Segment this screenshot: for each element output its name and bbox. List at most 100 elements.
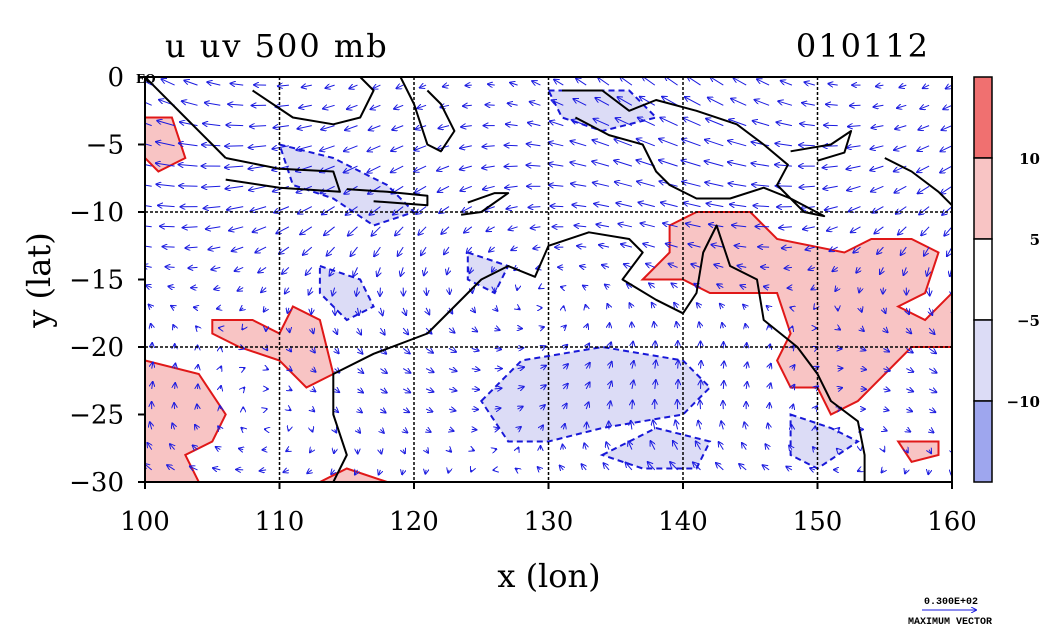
wind-vector: [253, 226, 267, 232]
wind-vector: [377, 267, 380, 276]
wind-vector: [489, 247, 496, 252]
wind-vector: [380, 287, 381, 296]
wind-vector: [951, 348, 952, 350]
wind-vector: [494, 388, 502, 389]
wind-vector: [731, 99, 747, 106]
wind-vector: [229, 226, 244, 231]
wind-vector: [805, 82, 815, 85]
wind-vector: [769, 344, 770, 348]
wind-vector: [618, 224, 633, 227]
wind-vector: [604, 463, 610, 471]
wind-vector: [698, 421, 700, 430]
wind-vector: [584, 443, 586, 450]
wind-vector: [349, 85, 358, 88]
wind-vector: [166, 267, 175, 268]
wind-vector: [179, 143, 198, 146]
wind-vector: [828, 84, 838, 85]
wind-vector: [655, 361, 656, 369]
wind-vector: [533, 247, 541, 249]
wind-vector: [929, 429, 933, 432]
wind-vector: [838, 328, 840, 330]
wind-vector: [810, 468, 815, 470]
colorbar-level-label: 5: [1030, 231, 1040, 249]
x-tick-label: 140: [658, 507, 708, 537]
wind-vector: [532, 81, 541, 85]
wind-vector: [860, 369, 867, 370]
wind-vector: [928, 389, 936, 392]
positive-region-se-small: [896, 440, 940, 463]
wind-vector: [751, 163, 770, 166]
wind-vector: [883, 348, 889, 351]
wind-vector: [764, 287, 769, 288]
wind-vector: [563, 384, 568, 389]
wind-vector: [683, 118, 701, 127]
wind-vector: [637, 139, 655, 147]
wind-vector: [312, 409, 315, 411]
wind-vector: [529, 207, 541, 208]
wind-vector: [345, 125, 358, 131]
wind-vector: [151, 324, 152, 328]
wind-vector: [507, 207, 518, 209]
wind-vector: [276, 226, 290, 234]
wind-vector: [928, 348, 936, 353]
wind-vector: [740, 285, 747, 287]
wind-vector: [871, 146, 884, 149]
wind-vector: [220, 386, 221, 389]
wind-vector: [348, 226, 358, 236]
wind-vector: [744, 422, 746, 430]
wind-vector: [609, 342, 611, 349]
wind-vector: [586, 305, 587, 308]
wind-vector: [472, 328, 477, 331]
wind-vector: [906, 307, 909, 314]
wind-vector: [769, 364, 771, 369]
wind-vector: [669, 264, 678, 268]
wind-vector: [358, 348, 363, 353]
wind-vector: [883, 389, 889, 391]
wind-vector: [696, 441, 701, 450]
wind-vector: [944, 226, 952, 236]
wind-vector: [624, 264, 633, 267]
wind-vector: [486, 227, 495, 231]
wind-vector: [757, 79, 770, 86]
wind-vector: [528, 123, 541, 126]
wind-vector: [572, 120, 587, 127]
wind-vector: [414, 165, 427, 172]
wind-vector: [943, 105, 952, 109]
coastline-java: [225, 157, 341, 193]
wind-vector: [753, 206, 770, 207]
y-tick-label: −5: [86, 131, 124, 161]
wind-vector: [701, 361, 702, 369]
wind-vector: [167, 465, 175, 470]
wind-vector: [358, 327, 362, 334]
wind-vector: [717, 284, 724, 287]
wind-vector: [398, 246, 404, 256]
wind-vector: [152, 362, 153, 369]
wind-vector: [577, 246, 587, 247]
wind-vector: [682, 160, 701, 167]
colorbar: 10 5 −5 −10: [973, 76, 1040, 483]
wind-vector: [170, 444, 175, 450]
wind-vector: [651, 441, 655, 450]
wind-vector: [505, 145, 518, 146]
coastline-sulawesi: [399, 77, 456, 153]
wind-vector: [421, 246, 427, 255]
wind-vector: [285, 287, 289, 294]
y-axis-label: y (lat): [20, 232, 58, 328]
wind-vector: [761, 267, 770, 268]
wind-vector: [278, 85, 289, 86]
wind-vector: [606, 442, 609, 450]
wind-vector: [518, 308, 520, 309]
wind-vector: [643, 244, 655, 247]
wind-vector: [464, 226, 473, 233]
date-label: 010112: [796, 27, 930, 65]
wind-vector: [540, 405, 544, 409]
wind-vector: [266, 369, 268, 370]
wind-vector: [729, 120, 747, 127]
wind-vector: [163, 247, 175, 248]
wind-vector: [371, 105, 381, 109]
wind-vector: [448, 409, 455, 411]
wind-vector: [449, 450, 451, 452]
wind-vector: [928, 369, 937, 373]
wind-vector: [676, 322, 677, 329]
wind-vector: [495, 428, 499, 429]
